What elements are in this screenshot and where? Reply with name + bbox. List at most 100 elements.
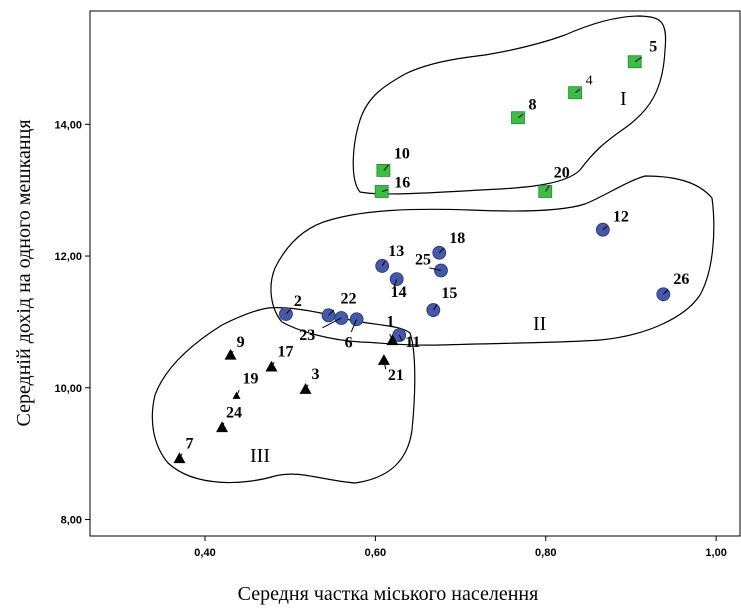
data-point-10: 10 — [376, 145, 410, 177]
label-leader — [383, 360, 387, 370]
cluster-label-iii: III — [250, 445, 270, 467]
data-point-14: 14 — [389, 272, 407, 301]
label-leader — [398, 334, 403, 341]
point-label: 20 — [554, 164, 570, 181]
cluster-label-i: I — [620, 88, 627, 110]
label-leader — [429, 267, 442, 272]
data-point-18: 18 — [432, 230, 465, 260]
square-marker — [538, 185, 553, 198]
data-point-9: 9 — [224, 334, 245, 360]
label-leader — [438, 247, 445, 254]
label-leader — [305, 384, 309, 390]
point-label: 23 — [299, 327, 315, 344]
data-point-19: 19 — [232, 371, 259, 399]
plot-frame — [89, 10, 741, 537]
x-tick-label: 0,40 — [194, 547, 215, 559]
y-axis-title: Середній дохід на одного мешканця — [13, 119, 35, 426]
label-leader — [389, 333, 393, 341]
point-label: 11 — [405, 334, 420, 351]
label-leader — [322, 317, 342, 329]
point-label: 24 — [226, 404, 242, 421]
data-point-6: 6 — [345, 312, 364, 351]
point-label: 2 — [294, 293, 302, 310]
point-label: 26 — [673, 271, 689, 288]
point-label: 16 — [394, 174, 410, 191]
x-tick-label: 0,80 — [535, 547, 556, 559]
data-point-24: 24 — [216, 404, 242, 433]
point-label: 15 — [441, 285, 457, 302]
y-tick-label: 8,00 — [61, 515, 82, 527]
label-leader — [381, 261, 386, 267]
data-point-4: 4 — [568, 74, 593, 100]
label-leader — [179, 453, 183, 459]
y-tick-label: 12,00 — [54, 251, 82, 263]
point-label: 12 — [613, 209, 629, 226]
label-leader — [382, 189, 388, 192]
data-point-3: 3 — [299, 366, 320, 394]
x-tick-label: 0,60 — [365, 547, 386, 559]
data-point-16: 16 — [374, 174, 410, 198]
data-point-25: 25 — [415, 252, 448, 278]
label-leader — [432, 304, 438, 311]
x-axis-title: Середня частка міського населення — [238, 583, 539, 605]
label-leader — [602, 225, 608, 231]
x-axis-ticks: 0,40 0,60 0,80 1,00 — [194, 536, 727, 559]
label-leader — [271, 361, 275, 367]
triangle-marker — [377, 354, 390, 365]
data-point-17: 17 — [265, 344, 293, 372]
point-label: 22 — [341, 290, 357, 307]
cluster-boundary-ii — [270, 175, 715, 346]
label-leader — [236, 390, 240, 396]
y-tick-label: 10,00 — [54, 383, 82, 395]
point-label: 18 — [449, 230, 465, 247]
data-point-22: 22 — [321, 290, 357, 323]
point-label: 17 — [277, 344, 293, 361]
point-label: 4 — [586, 74, 593, 89]
data-point-8: 8 — [511, 97, 537, 125]
cluster-label-ii: II — [533, 313, 546, 335]
label-leader — [518, 113, 524, 119]
data-point-13: 13 — [375, 243, 404, 273]
square-marker — [627, 55, 642, 69]
data-point-12: 12 — [595, 209, 629, 237]
data-point-15: 15 — [426, 285, 457, 317]
label-leader — [634, 56, 642, 63]
point-label: 25 — [415, 252, 431, 269]
data-point-5: 5 — [627, 39, 657, 69]
point-label: 21 — [388, 367, 404, 384]
point-label: 3 — [312, 366, 320, 383]
point-label: 8 — [529, 97, 537, 114]
data-point-21: 21 — [377, 354, 404, 384]
data-point-11: 11 — [392, 328, 420, 351]
data-point-20: 20 — [538, 164, 570, 198]
label-leader — [221, 422, 225, 428]
data-point-2: 2 — [279, 293, 302, 321]
point-label: 5 — [649, 39, 657, 56]
y-tick-label: 14,00 — [54, 119, 82, 131]
label-leader — [230, 350, 234, 356]
data-point-1: 1 — [386, 313, 399, 346]
square-marker — [511, 111, 525, 125]
data-point-7: 7 — [173, 435, 193, 464]
point-label: 13 — [388, 243, 404, 260]
cluster-boundary-i — [352, 15, 667, 195]
square-marker — [374, 185, 389, 198]
label-leader — [662, 289, 669, 295]
data-point-26: 26 — [656, 271, 689, 302]
label-leader — [545, 184, 550, 192]
point-label: 19 — [243, 371, 259, 388]
point-label: 10 — [394, 145, 410, 162]
point-label: 1 — [386, 313, 394, 330]
cluster-boundary-iii — [151, 307, 416, 484]
label-leader — [328, 309, 335, 316]
label-leader — [575, 88, 581, 94]
x-tick-label: 1,00 — [705, 547, 726, 559]
point-label: 7 — [185, 435, 193, 452]
label-leader — [285, 310, 290, 315]
label-leader — [350, 319, 358, 333]
label-leader — [383, 164, 389, 171]
y-axis-ticks: 8,00 10,00 12,00 14,00 — [54, 119, 90, 527]
point-label: 6 — [345, 334, 353, 351]
